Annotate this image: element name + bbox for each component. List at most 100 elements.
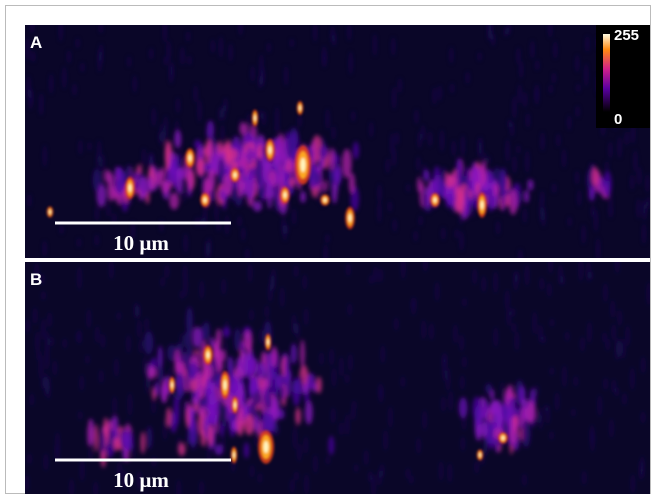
signal-spot: [148, 175, 153, 194]
signal-spot: [378, 469, 382, 486]
signal-spot: [170, 61, 174, 81]
signal-spot: [313, 25, 317, 42]
signal-spot: [540, 131, 544, 152]
signal-spot: [121, 431, 129, 447]
signal-spot: [167, 344, 177, 362]
signal-spot: [260, 69, 264, 85]
signal-spot: [295, 407, 301, 426]
signal-spot: [562, 148, 566, 168]
signal-spot: [152, 396, 156, 415]
signal-spot: [222, 173, 233, 195]
signal-spot: [258, 473, 262, 484]
signal-spot: [203, 363, 213, 380]
signal-spot: [625, 131, 629, 146]
signal-spot: [326, 456, 330, 465]
signal-spot: [512, 322, 516, 333]
signal-spot: [227, 363, 235, 385]
signal-spot: [163, 131, 167, 144]
signal-spot: [519, 61, 523, 79]
signal-spot: [186, 436, 190, 445]
signal-spot: [234, 402, 236, 408]
colorbar-max: 255: [614, 27, 639, 44]
signal-spot: [310, 139, 318, 170]
signal-spot: [491, 33, 495, 47]
signal-spot: [237, 404, 245, 422]
signal-spot: [418, 131, 422, 149]
signal-spot: [275, 106, 279, 130]
signal-spot: [636, 198, 640, 219]
signal-spot: [63, 338, 67, 349]
signal-spot: [304, 400, 313, 425]
signal-spot: [290, 478, 294, 493]
signal-spot: [428, 131, 432, 147]
signal-spot: [50, 336, 54, 347]
signal-spot: [166, 407, 172, 428]
signal-spot: [523, 91, 527, 108]
signal-spot: [603, 171, 612, 197]
signal-spot: [139, 339, 143, 354]
signal-spot: [198, 143, 204, 160]
signal-spot: [323, 180, 328, 193]
signal-spot: [319, 144, 329, 159]
signal-spot: [641, 356, 645, 374]
signal-spot: [449, 46, 453, 64]
signal-spot: [215, 198, 219, 222]
signal-spot: [435, 281, 439, 302]
signal-spot: [618, 136, 622, 159]
signal-spot: [423, 262, 427, 272]
signal-spot: [158, 131, 162, 144]
signal-spot: [594, 210, 598, 233]
signal-spot: [323, 198, 327, 202]
signal-spot: [143, 355, 147, 376]
signal-spot: [167, 163, 177, 175]
signal-spot: [556, 133, 560, 147]
signal-spot: [304, 436, 308, 454]
signal-spot: [109, 262, 113, 280]
signal-spot: [294, 471, 298, 481]
signal-spot: [275, 124, 279, 134]
signal-spot: [294, 265, 298, 278]
signal-spot: [206, 120, 215, 140]
signal-spot: [60, 225, 64, 234]
signal-spot: [188, 408, 195, 432]
signal-b: [25, 262, 650, 494]
signal-spot: [555, 391, 559, 411]
signal-spot: [263, 387, 272, 407]
signal-spot: [197, 406, 207, 418]
signal-spot: [112, 212, 116, 224]
signal-spot: [423, 410, 427, 430]
signal-spot: [146, 426, 153, 450]
signal-spot: [87, 308, 91, 329]
signal-spot: [305, 473, 309, 494]
signal-spot: [351, 110, 355, 122]
signal-spot: [206, 168, 216, 192]
signal-spot: [220, 124, 224, 146]
signal-spot: [339, 421, 343, 436]
signal-spot: [127, 334, 131, 354]
signal-spot: [609, 418, 613, 439]
signal-spot: [406, 183, 410, 193]
signal-spot: [603, 332, 607, 343]
signal-spot: [36, 331, 40, 353]
signal-spot: [134, 302, 138, 319]
signal-spot: [642, 223, 646, 245]
signal-spot: [510, 121, 514, 137]
signal-spot: [391, 36, 395, 56]
signal-spot: [505, 289, 509, 310]
signal-spot: [251, 391, 262, 406]
signal-spot: [45, 346, 49, 371]
signal-spot: [511, 308, 515, 317]
signal-spot: [223, 380, 227, 390]
signal-spot: [500, 169, 506, 199]
signal-spot: [401, 376, 405, 388]
signal-spot: [180, 46, 184, 66]
signal-spot: [157, 365, 164, 383]
signal-spot: [548, 25, 552, 39]
signal-spot: [414, 230, 418, 242]
signal-spot: [293, 425, 297, 450]
signal-spot: [542, 206, 546, 227]
signal-spot: [259, 328, 263, 344]
signal-spot: [479, 453, 481, 457]
signal-spot: [297, 443, 301, 462]
signal-spot: [299, 105, 301, 111]
